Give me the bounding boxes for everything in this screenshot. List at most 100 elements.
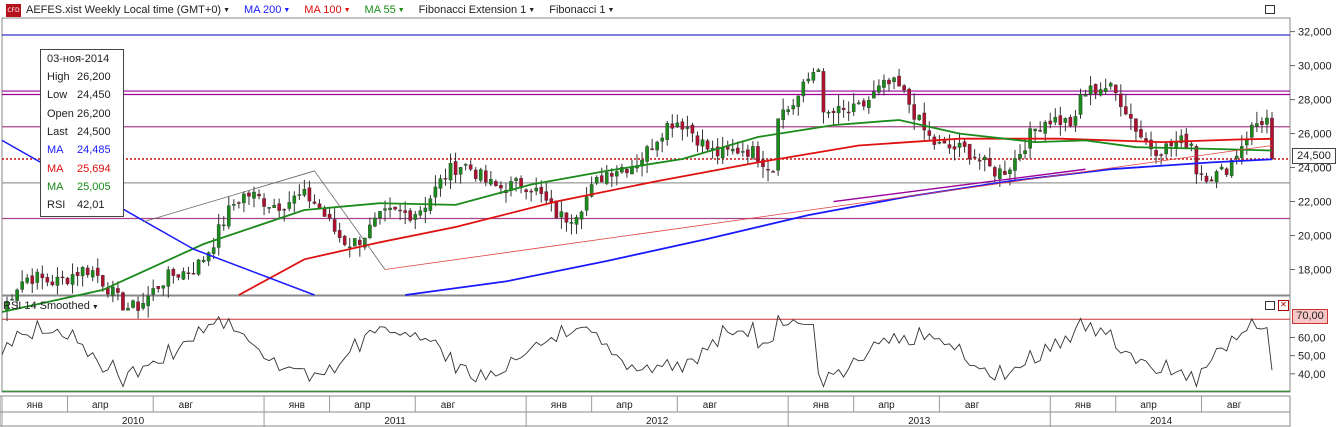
month-label: янв [289, 400, 305, 411]
candle [237, 202, 241, 204]
candle [599, 175, 604, 183]
candle [146, 295, 150, 306]
candle [615, 171, 619, 177]
candle [85, 267, 90, 276]
candle [826, 112, 831, 114]
candle [730, 148, 735, 152]
rsi-close-icon[interactable]: ✕ [1278, 300, 1289, 311]
candle [841, 107, 846, 110]
candle [297, 194, 302, 196]
candle [917, 114, 922, 120]
candle [856, 102, 861, 104]
candle [851, 103, 856, 112]
series-line-ma100 [238, 137, 1273, 296]
candle [216, 224, 221, 248]
candle [746, 149, 750, 157]
month-label: янв [551, 400, 567, 411]
month-label: авг [1227, 400, 1242, 411]
candle [982, 156, 987, 161]
candle [1073, 116, 1078, 126]
candle [892, 77, 896, 82]
candle [141, 303, 145, 309]
candle [751, 146, 755, 158]
candle [594, 177, 599, 184]
candle [35, 271, 40, 283]
rsi-tick-label: 50,00 [1298, 351, 1326, 363]
candle [332, 219, 337, 232]
candle [1199, 173, 1204, 175]
candle [665, 123, 670, 140]
candle [166, 269, 171, 287]
candle [287, 202, 292, 209]
candle [347, 246, 352, 249]
month-label: авг [179, 400, 194, 411]
candle [1048, 120, 1053, 125]
candle [458, 167, 463, 175]
rsi-panel-title[interactable]: RSI 14 Smoothed ▼ [3, 300, 99, 312]
candle [358, 239, 362, 245]
candle [685, 126, 690, 129]
candle [987, 158, 992, 167]
candle [191, 273, 196, 275]
y-tick-label: 20,000 [1298, 231, 1332, 243]
candle [80, 266, 85, 277]
candle [489, 179, 493, 185]
fibonacci-legend[interactable]: Fibonacci 1 ▼ [549, 4, 615, 16]
candle [1058, 115, 1063, 126]
candle [226, 205, 231, 227]
candle [413, 214, 418, 220]
fib-extension-legend[interactable]: Fibonacci Extension 1 ▼ [418, 4, 536, 16]
y-tick-label: 24,000 [1298, 163, 1332, 175]
candle [352, 238, 357, 247]
candle [1013, 158, 1017, 171]
maximize-icon[interactable] [1265, 5, 1275, 14]
candle [529, 190, 533, 193]
candle [463, 164, 468, 166]
candle [1154, 150, 1158, 156]
candle [1113, 84, 1118, 93]
candle [211, 247, 216, 254]
infobox-date: 03-ноя-2014 [47, 53, 110, 65]
ma55-legend[interactable]: MA 55 ▼ [364, 4, 405, 16]
candle [307, 187, 312, 202]
candle [534, 187, 539, 192]
candle [907, 88, 911, 105]
candle [695, 135, 700, 146]
infobox-row: Open 26,200 [47, 107, 111, 120]
rsi-maximize-icon[interactable] [1265, 301, 1275, 310]
candle [867, 99, 871, 108]
symbol-title[interactable]: AEFES.xist Weekly Local time (GMT+0) ▼ [26, 4, 231, 16]
candle [942, 140, 947, 144]
fib-line [314, 170, 386, 270]
ma200-legend[interactable]: MA 200 ▼ [244, 4, 291, 16]
candle [60, 276, 65, 279]
candle [478, 169, 483, 181]
candle [947, 144, 952, 149]
candle [126, 307, 130, 311]
candle [962, 141, 967, 147]
y-tick-label: 26,000 [1298, 129, 1332, 141]
candle [116, 288, 120, 293]
candle [771, 171, 775, 173]
candle [821, 71, 826, 113]
candle [378, 211, 382, 219]
candle [176, 274, 181, 278]
ma100-legend[interactable]: MA 100 ▼ [304, 4, 351, 16]
candle [705, 140, 710, 150]
last-price-badge: 24,500 [1292, 148, 1336, 164]
candle [388, 207, 392, 210]
candle [715, 146, 720, 157]
candle [1159, 154, 1163, 156]
month-label: янв [27, 400, 43, 411]
candle [675, 122, 680, 128]
candle [720, 146, 725, 159]
candle [373, 217, 377, 227]
candle [604, 172, 609, 184]
candle [131, 300, 135, 308]
candle [1129, 113, 1133, 119]
month-label: авг [703, 400, 718, 411]
candle [610, 173, 614, 177]
year-label: 2014 [1150, 416, 1173, 427]
month-label: авг [441, 400, 456, 411]
